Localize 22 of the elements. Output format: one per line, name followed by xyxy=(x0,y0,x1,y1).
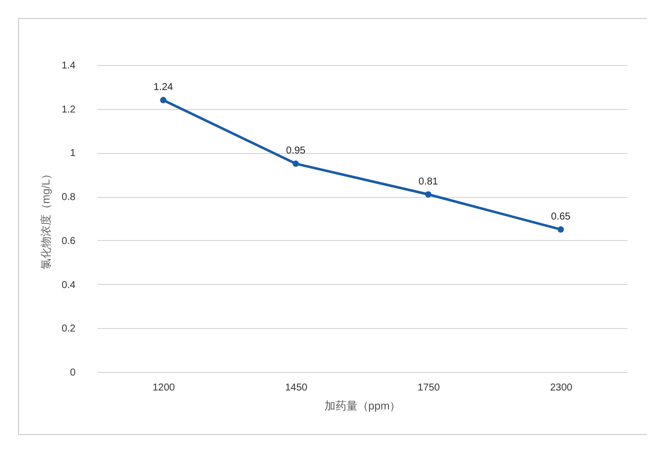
y-tick-label: 0.8 xyxy=(62,192,76,204)
data-label: 0.65 xyxy=(551,211,571,222)
point xyxy=(292,160,299,167)
x-axis-title: 加药量（ppm） xyxy=(324,400,401,412)
y-tick-label: 0.2 xyxy=(62,324,76,335)
y-axis-title: 氯化物浓度（mg/L） xyxy=(40,168,53,270)
data-label: 0.95 xyxy=(286,146,306,157)
x-tick-label: 1450 xyxy=(285,382,308,394)
y-tick-label: 1.2 xyxy=(62,104,76,116)
point xyxy=(558,226,564,233)
point xyxy=(425,191,432,198)
y-tick-label: 0 xyxy=(70,368,76,378)
x-tick-label: 1750 xyxy=(418,382,440,394)
x-tick-label: 2300 xyxy=(550,382,573,394)
y-tick-label: 1.4 xyxy=(62,60,76,72)
x-tick-label: 1200 xyxy=(152,382,176,394)
point xyxy=(160,96,166,104)
y-tick-label: 0.6 xyxy=(62,236,76,247)
y-tick-label: 0.4 xyxy=(62,280,76,291)
data-label: 1.24 xyxy=(154,82,174,94)
y-tick-label: 1 xyxy=(70,148,76,160)
data-label: 0.81 xyxy=(418,176,438,188)
